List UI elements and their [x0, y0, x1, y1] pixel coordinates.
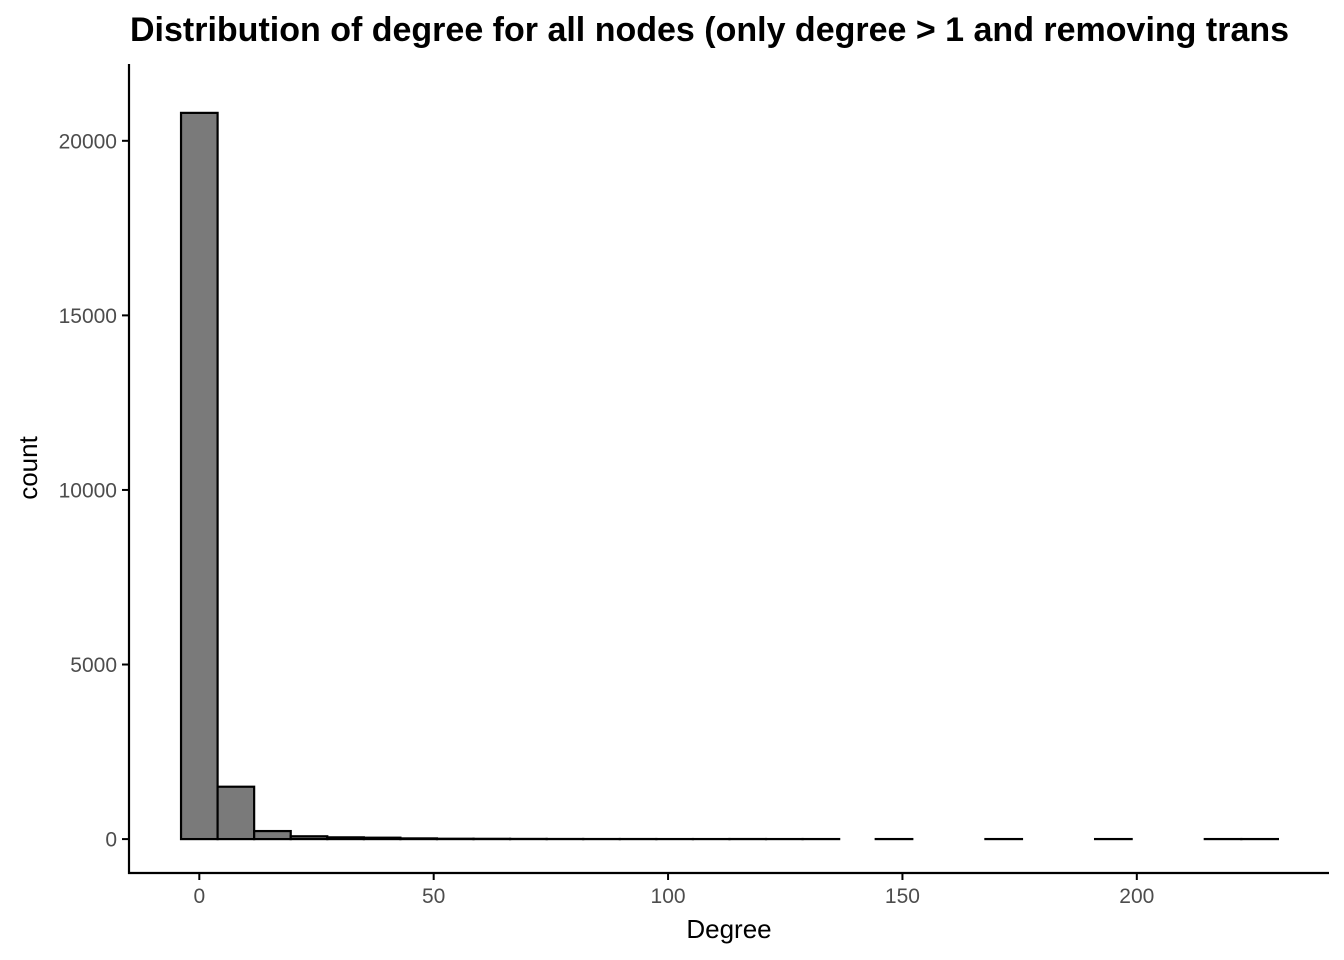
- y-tick-label: 15000: [59, 305, 117, 328]
- histogram-bar: [179, 111, 219, 841]
- histogram-bar: [253, 829, 292, 841]
- y-tick-label: 10000: [59, 479, 117, 502]
- x-tick-label: 100: [651, 885, 686, 908]
- chart-title: Distribution of degree for all nodes (on…: [130, 11, 1289, 49]
- histogram-bar: [289, 835, 329, 841]
- histogram-bar: [216, 785, 256, 841]
- x-tick-label: 200: [1119, 885, 1154, 908]
- histogram-bar: [326, 836, 365, 841]
- histogram-bar: [399, 837, 439, 841]
- y-tick-label: 5000: [70, 654, 117, 677]
- y-tick-label: 20000: [59, 130, 117, 153]
- y-axis-label: count: [13, 435, 43, 499]
- x-tick-label: 0: [193, 885, 205, 908]
- x-tick-label: 50: [422, 885, 445, 908]
- y-axis-ticks: 0 5000 10000 15000 20000: [59, 130, 129, 852]
- x-tick-label: 150: [885, 885, 920, 908]
- x-axis-ticks: 0 50 100 150 200: [193, 873, 1154, 908]
- y-tick-label: 0: [105, 829, 117, 852]
- x-axis-label: Degree: [686, 914, 771, 944]
- histogram-bar: [362, 836, 402, 841]
- plot-bars: [179, 111, 1279, 841]
